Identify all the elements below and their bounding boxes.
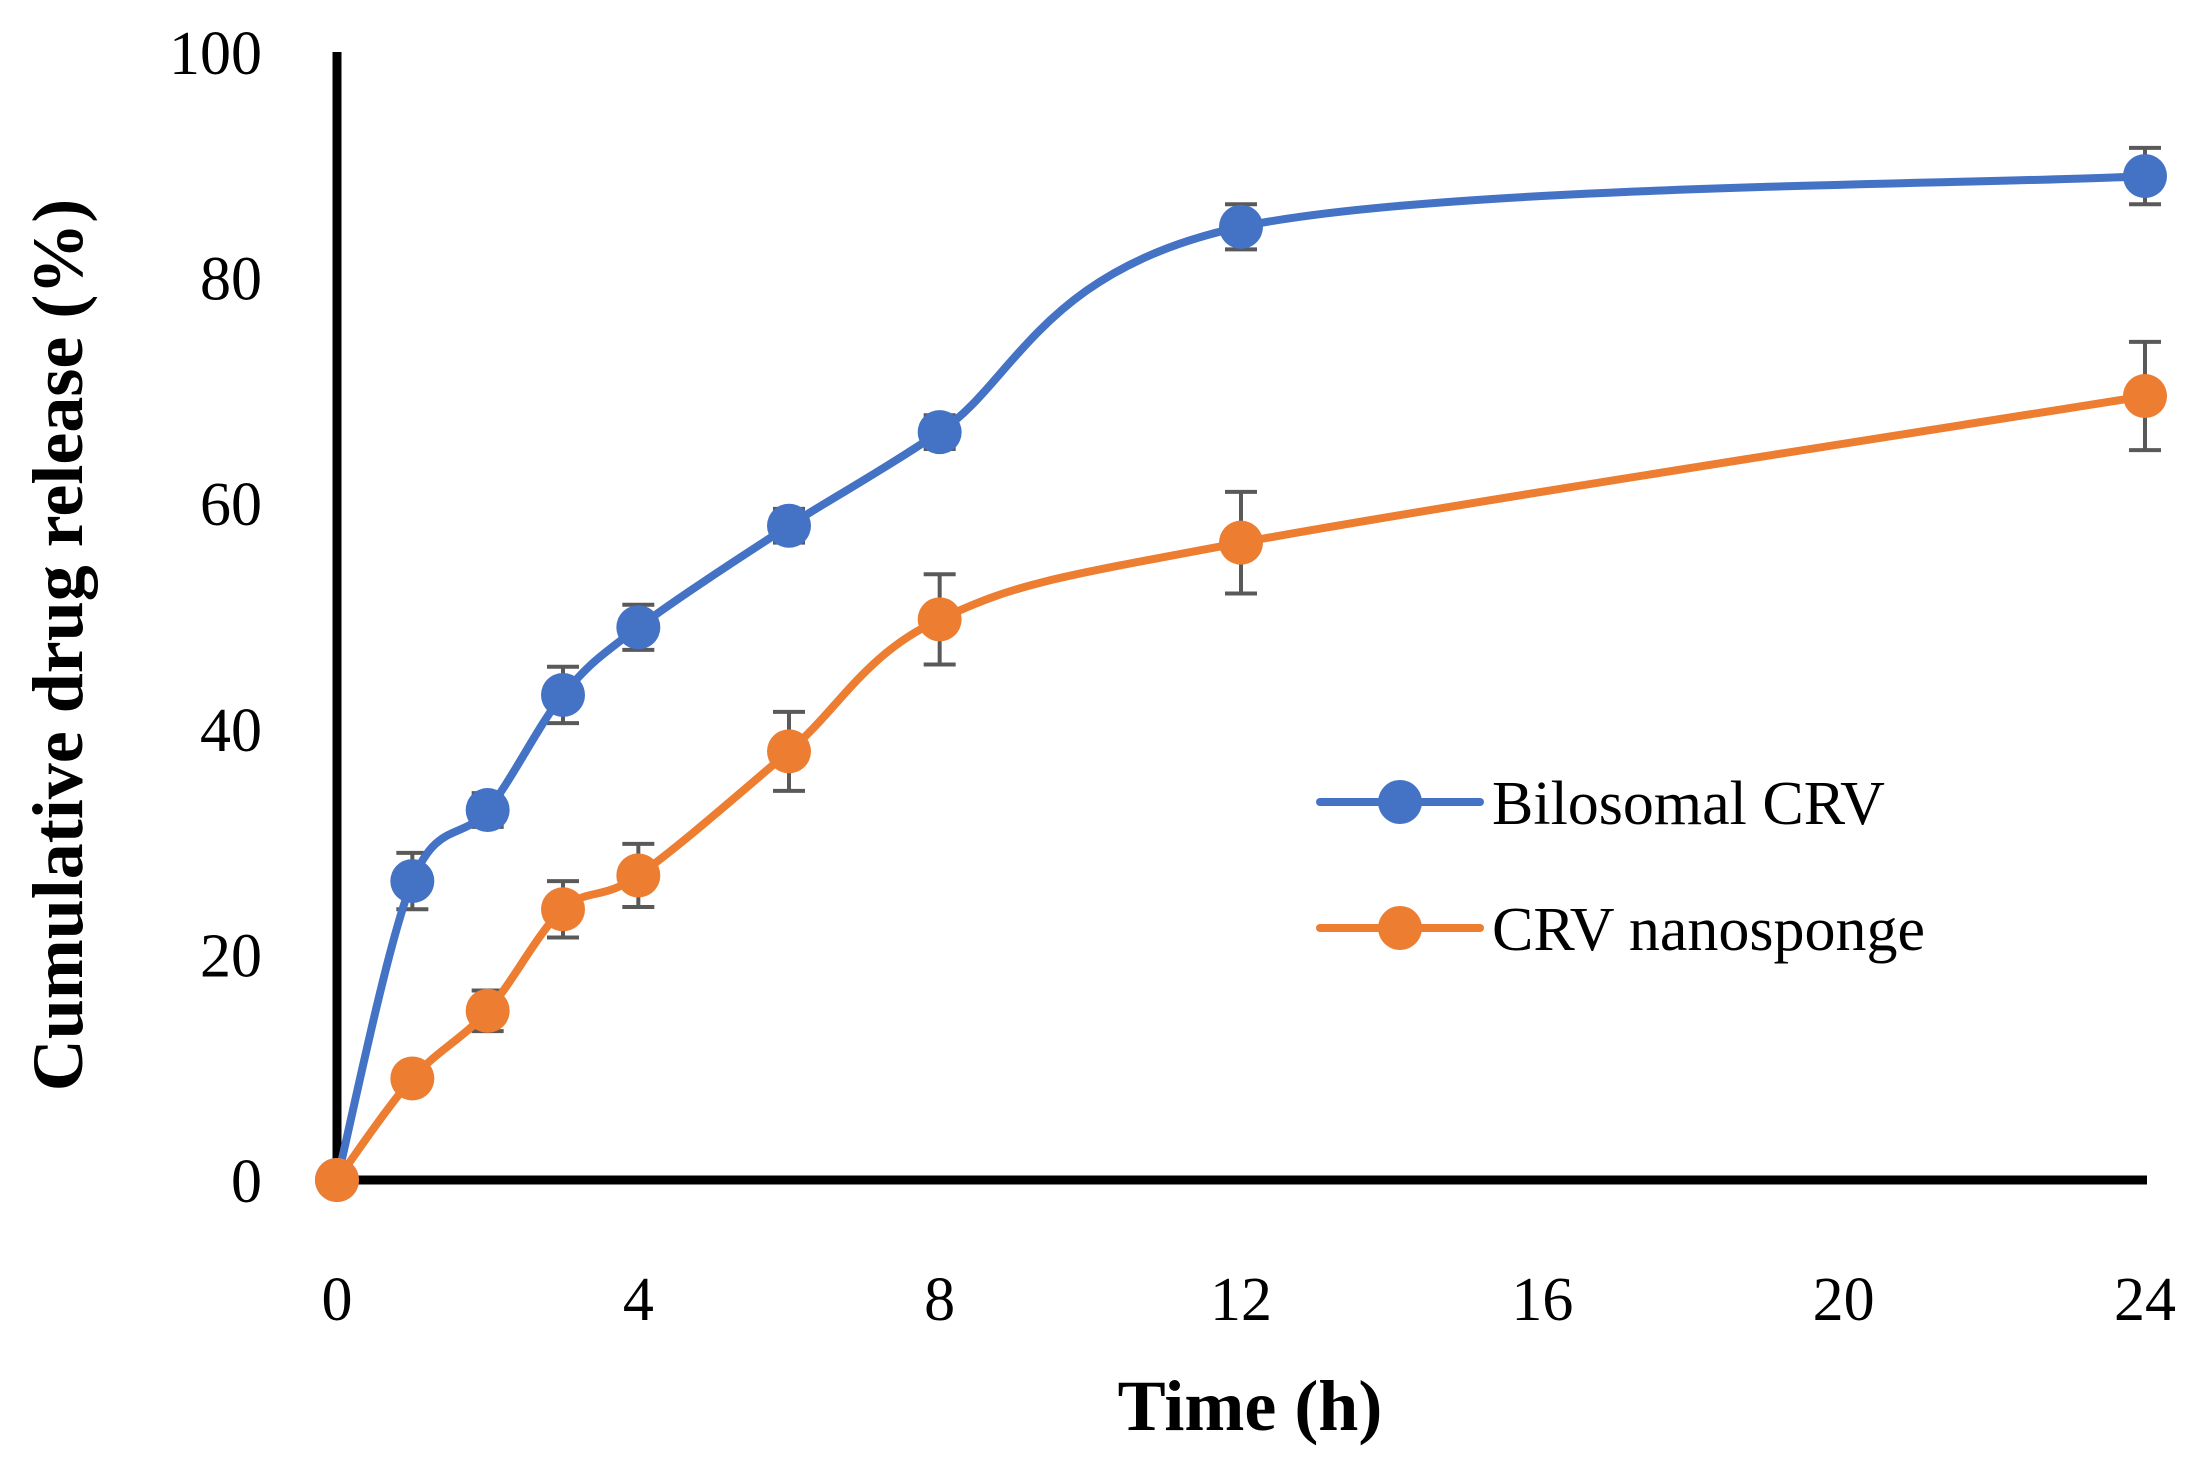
data-point <box>541 672 585 717</box>
series-line-0 <box>333 172 2149 1184</box>
x-tick-label: 20 <box>1813 1266 1875 1334</box>
data-point <box>767 729 811 774</box>
tick-labels-group: 0 4 8 12 16 20 24 0 20 40 60 80 100 <box>169 20 2176 1334</box>
y-axis-title: Cumulative drug release (%) <box>18 199 98 1092</box>
y-tick-label: 0 <box>231 1148 262 1216</box>
data-point <box>767 503 811 548</box>
x-tick-label: 0 <box>322 1266 353 1334</box>
x-tick-label: 16 <box>1511 1266 1573 1334</box>
y-tick-label: 40 <box>200 697 262 765</box>
data-point <box>2123 154 2167 199</box>
y-tick-label: 100 <box>169 20 262 88</box>
x-tick-label: 24 <box>2114 1266 2176 1334</box>
data-points-group <box>315 154 2167 1202</box>
legend: Bilosomal CRV CRV nanosponge <box>1316 770 1925 964</box>
data-point <box>465 988 510 1033</box>
data-point <box>390 1056 435 1101</box>
legend-marker <box>1378 906 1422 950</box>
data-point <box>315 1158 359 1202</box>
data-point <box>390 859 435 904</box>
data-point <box>541 887 585 932</box>
legend-marker <box>1378 780 1422 824</box>
y-tick-label: 20 <box>200 922 262 990</box>
x-axis-title: Time (h) <box>1118 1366 1383 1446</box>
series-lines-group <box>333 172 2149 1184</box>
data-point <box>2123 374 2167 419</box>
data-point <box>616 853 661 898</box>
data-point <box>1219 204 1263 249</box>
data-point <box>917 410 962 455</box>
y-tick-label: 80 <box>200 246 262 314</box>
data-point <box>917 597 962 642</box>
y-tick-label: 60 <box>200 471 262 539</box>
legend-label: Bilosomal CRV <box>1492 770 1885 838</box>
axes-group <box>332 52 2147 1185</box>
legend-label: CRV nanosponge <box>1492 896 1925 964</box>
data-point <box>616 605 661 650</box>
x-tick-label: 12 <box>1210 1266 1272 1334</box>
data-point <box>1219 520 1263 565</box>
data-point <box>465 788 510 833</box>
x-tick-label: 8 <box>924 1266 955 1334</box>
x-tick-label: 4 <box>623 1266 654 1334</box>
